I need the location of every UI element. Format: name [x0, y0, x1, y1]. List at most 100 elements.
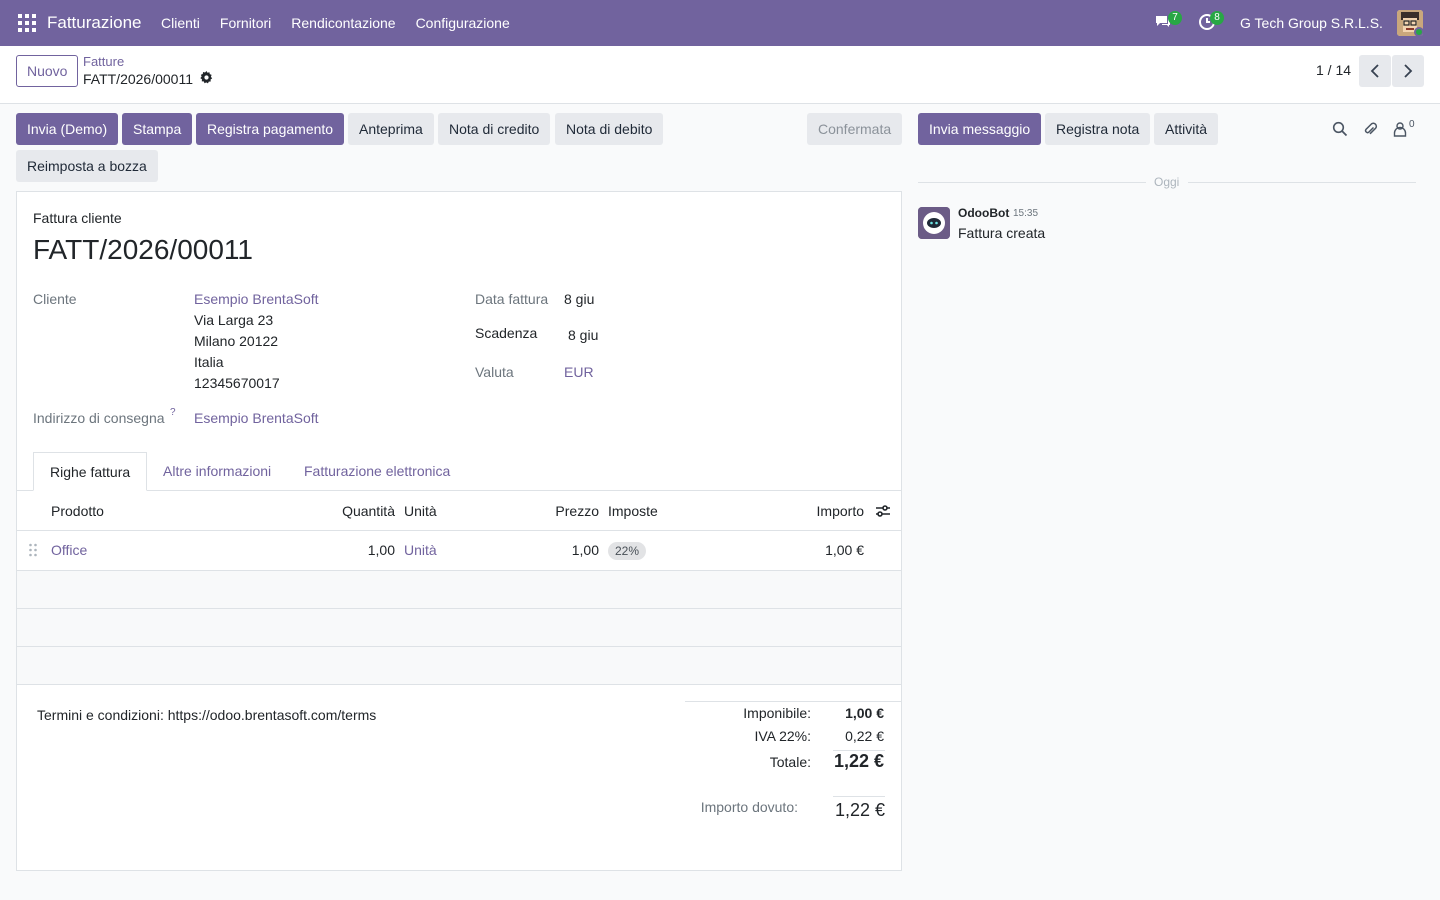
send-message-button[interactable]: Invia messaggio	[918, 113, 1042, 145]
messages-count-badge: 7	[1168, 11, 1182, 25]
print-button[interactable]: Stampa	[122, 113, 193, 145]
tab-electronic-invoicing[interactable]: Fatturazione elettronica	[304, 463, 451, 479]
menu-item-rendicontazione[interactable]: Rendicontazione	[291, 15, 396, 31]
main-menu: Clienti Fornitori Rendicontazione Config…	[161, 15, 530, 31]
preview-button[interactable]: Anteprima	[348, 113, 434, 145]
invoice-number: FATT/2026/00011	[33, 234, 253, 265]
column-amount[interactable]: Importo	[816, 503, 864, 519]
messaging-menu[interactable]: 7	[1154, 11, 1182, 34]
line-price[interactable]: 1,00	[571, 542, 599, 558]
table-row-empty[interactable]	[17, 647, 901, 685]
message-body: Fattura creata	[958, 225, 1046, 241]
delivery-address-link[interactable]: Esempio BrentaSoft	[194, 410, 319, 426]
user-avatar-image	[1397, 10, 1423, 36]
terms-and-conditions[interactable]: Termini e condizioni: https://odoo.brent…	[37, 707, 377, 723]
followers-icon[interactable]	[1393, 121, 1407, 140]
currency-label: Valuta	[475, 364, 514, 380]
register-payment-button[interactable]: Registra pagamento	[196, 113, 345, 145]
top-navbar: Fatturazione Clienti Fornitori Rendicont…	[0, 0, 1440, 46]
send-button[interactable]: Invia (Demo)	[16, 113, 119, 145]
optional-columns-icon[interactable]	[875, 503, 891, 522]
pager-value[interactable]: 1 / 14	[1316, 62, 1352, 78]
invoice-form-sheet: Fattura cliente FATT/2026/00011 Cliente …	[16, 191, 902, 871]
tab-other-info[interactable]: Altre informazioni	[163, 463, 272, 479]
lines-table-header: Prodotto Quantità Unità Prezzo Imposte I…	[17, 491, 901, 531]
line-amount: 1,00 €	[825, 542, 864, 558]
column-price[interactable]: Prezzo	[555, 503, 599, 519]
table-row-empty[interactable]	[17, 609, 901, 647]
new-button[interactable]: Nuovo	[16, 55, 79, 87]
tab-invoice-lines[interactable]: Righe fattura	[33, 452, 148, 491]
chevron-left-icon	[1370, 64, 1379, 78]
debit-note-button[interactable]: Nota di debito	[555, 113, 664, 145]
delivery-address-label: Indirizzo di consegna	[33, 410, 165, 426]
customer-vat: 12345670017	[194, 375, 280, 391]
line-quantity[interactable]: 1,00	[367, 542, 395, 558]
company-switcher[interactable]: G Tech Group S.R.L.S.	[1240, 15, 1383, 31]
untaxed-amount: 1,00 €	[845, 705, 884, 721]
vat-label: IVA 22%:	[754, 728, 811, 744]
customer-address-country: Italia	[194, 354, 224, 370]
odoobot-avatar[interactable]	[918, 207, 950, 239]
help-tooltip-icon[interactable]: ?	[170, 407, 176, 418]
date-separator-line	[918, 182, 1146, 183]
paperclip-icon[interactable]	[1362, 121, 1378, 140]
customer-address-street: Via Larga 23	[194, 312, 274, 328]
table-row-empty[interactable]	[17, 571, 901, 609]
menu-item-fornitori[interactable]: Fornitori	[219, 15, 272, 31]
column-quantity[interactable]: Quantità	[342, 503, 395, 519]
customer-link[interactable]: Esempio BrentaSoft	[194, 291, 319, 307]
column-product[interactable]: Prodotto	[51, 503, 104, 519]
sliders-icon	[876, 505, 890, 517]
vat-amount: 0,22 €	[845, 728, 884, 744]
date-separator-label: Oggi	[1154, 175, 1180, 189]
line-tax-badge[interactable]: 22%	[608, 542, 647, 560]
status-badge: Confermata	[807, 113, 903, 145]
amount-due-label: Importo dovuto:	[700, 799, 798, 815]
log-note-button[interactable]: Registra nota	[1045, 113, 1151, 145]
total-divider	[833, 750, 885, 751]
menu-item-clienti[interactable]: Clienti	[161, 15, 200, 31]
due-date-field[interactable]: 8 giu	[568, 327, 599, 343]
total-amount: 1,22 €	[833, 751, 884, 771]
date-separator-line	[1188, 182, 1416, 183]
apps-menu-icon[interactable]	[18, 14, 36, 32]
breadcrumb-parent[interactable]: Fatture	[83, 54, 125, 69]
chevron-right-icon	[1404, 64, 1413, 78]
due-date-label: Scadenza	[475, 325, 538, 341]
reset-to-draft-button[interactable]: Reimposta a bozza	[16, 150, 158, 182]
tabs-underline	[17, 490, 901, 491]
robot-icon	[918, 207, 950, 239]
breadcrumb-current: FATT/2026/00011	[83, 71, 193, 87]
control-panel: Nuovo Fatture FATT/2026/00011 1 / 14	[0, 46, 1440, 104]
line-product[interactable]: Office	[51, 542, 88, 558]
totals-divider	[685, 701, 901, 702]
table-row[interactable]: Office 1,00 Unità 1,00 22% 1,00 €	[17, 531, 901, 571]
gear-icon[interactable]	[200, 71, 213, 87]
message-time: 15:35	[1013, 208, 1039, 219]
invoice-date-label: Data fattura	[475, 291, 549, 307]
invoice-date-field[interactable]: 8 giu	[564, 291, 595, 307]
app-name[interactable]: Fatturazione	[47, 13, 142, 32]
menu-item-configurazione[interactable]: Configurazione	[415, 15, 510, 31]
invoice-type-label: Fattura cliente	[33, 210, 122, 226]
column-unit[interactable]: Unità	[404, 503, 437, 519]
followers-count: 0	[1409, 119, 1415, 130]
pager-previous-button[interactable]	[1359, 55, 1391, 87]
user-avatar[interactable]	[1397, 10, 1423, 36]
activities-button[interactable]: Attività	[1154, 113, 1219, 145]
search-icon[interactable]	[1332, 121, 1348, 140]
pager-next-button[interactable]	[1392, 55, 1424, 87]
activity-menu[interactable]: 8	[1198, 11, 1224, 34]
activities-count-badge: 8	[1210, 11, 1224, 25]
currency-link[interactable]: EUR	[564, 364, 594, 380]
amount-due-value: 1,22 €	[834, 800, 885, 820]
line-unit[interactable]: Unità	[404, 542, 437, 558]
column-taxes[interactable]: Imposte	[608, 503, 658, 519]
message-author[interactable]: OdooBot	[958, 206, 1010, 220]
credit-note-button[interactable]: Nota di credito	[438, 113, 551, 145]
untaxed-label: Imponibile:	[743, 705, 811, 721]
grip-icon	[29, 543, 37, 557]
drag-handle-icon[interactable]	[28, 543, 38, 560]
online-status-dot	[1414, 27, 1423, 36]
